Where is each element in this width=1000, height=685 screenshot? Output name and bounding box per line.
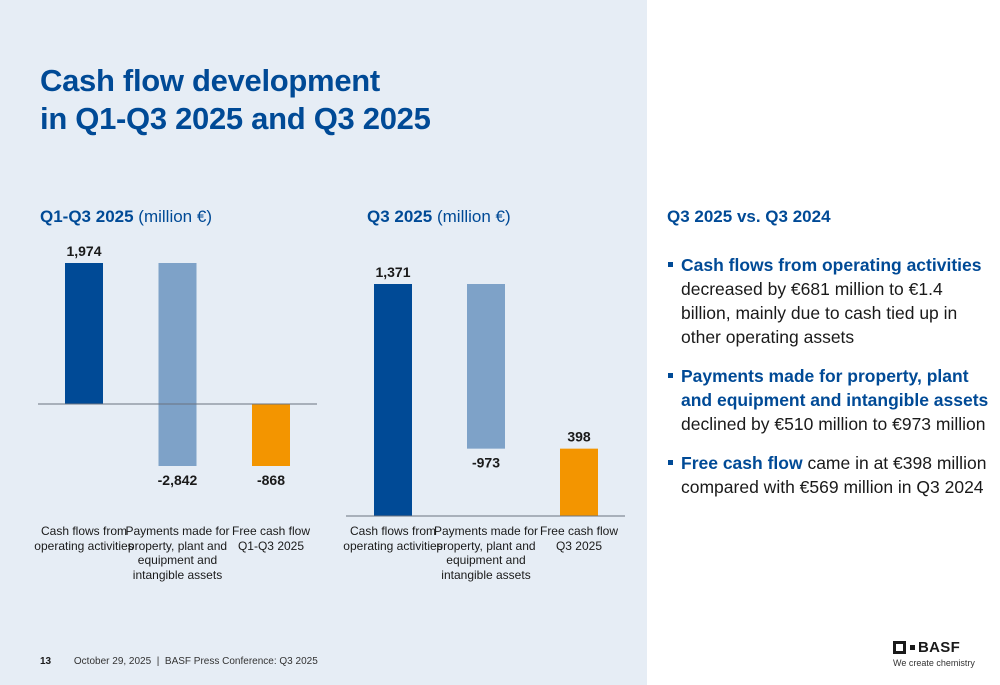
bullet-text: came in at €398 million compared with €5… [681,453,987,497]
chart1-category-label-1: Cash flows from operating activities [29,524,139,553]
chart2-title-unit: (million €) [436,207,511,226]
bullet-highlight: Payments made for property, plant and eq… [681,366,989,410]
bullet-highlight: Free cash flow [681,453,803,473]
category-label-line: Free cash flow [539,524,619,538]
title-line-2: in Q1-Q3 2025 and Q3 2025 [40,101,431,136]
category-label-line: intangible assets [132,567,223,582]
category-label-line: intangible assets [441,567,531,582]
title-line-1: Cash flow development [40,63,380,98]
chart2-group: 1,371 -973 398 [346,264,625,517]
bullet-free-cash-flow: Free cash flow came in at €398 million c… [667,451,997,499]
category-label-line: operating activities [343,538,443,553]
category-label-line: property, plant and [127,538,228,553]
chart2-data-label-2: -973 [472,455,500,471]
chart2-bar-3 [560,448,598,516]
charts-svg: 1,974 -2,842 -868 1,371 -973 398 [38,243,625,517]
category-label-line: Q3 2025 [555,538,603,553]
category-label-line: equipment and [446,553,526,567]
bullet-text: declined by €510 million to €973 million [681,414,986,434]
chart1-data-label-1: 1,974 [66,243,101,259]
page-number: 13 [40,656,52,667]
chart1-category-label-3: Free cash flow Q1-Q3 2025 [216,524,326,553]
chart1-bar-1 [65,263,103,404]
chart2-category-label-1: Cash flows from operating activities [338,524,448,553]
bullet-text: decreased by €681 million to €1.4 billio… [681,279,958,347]
commentary-heading: Q3 2025 vs. Q3 2024 [667,207,831,226]
bullet-operating-cash-flow: Cash flows from operating activities dec… [667,253,997,349]
bullet-square-icon [668,373,673,378]
basf-logo: BASF We create chemistry [893,639,975,668]
category-label-line: property, plant and [436,538,536,553]
chart1-group: 1,974 -2,842 -868 [38,243,317,488]
category-label-line: Cash flows from [40,524,128,538]
logo-dot-icon [910,645,915,650]
slide-title: Cash flow development in Q1-Q3 2025 and … [40,62,431,138]
category-label-line: Payments made for [125,524,230,538]
category-label-line: Q1-Q3 2025 [237,538,305,553]
commentary-bullets: Cash flows from operating activities dec… [667,253,997,514]
chart2-bar-2 [467,284,505,449]
bullet-square-icon [668,262,673,267]
category-label-line: Free cash flow [231,524,311,538]
chart2-category-label-3: Free cash flow Q3 2025 [524,524,634,553]
logo-square-icon [893,641,906,654]
logo-mark: BASF [893,639,975,656]
chart2-data-label-1: 1,371 [375,264,410,280]
chart2-title-period: Q3 2025 [367,207,433,226]
chart1-category-label-2: Payments made for property, plant and equi… [123,524,233,582]
chart2-data-label-3: 398 [567,429,591,445]
chart1-title-unit: (million €) [138,207,212,226]
logo-text: BASF [918,639,961,656]
category-label-line: Cash flows from [349,524,437,538]
chart1-data-label-3: -868 [257,472,285,488]
chart2-category-label-2: Payments made for property, plant and equi… [431,524,541,582]
chart1-data-label-2: -2,842 [158,472,198,488]
chart-panel-background [0,0,647,685]
category-label-line: equipment and [137,553,218,567]
category-label-line: Payments made for [433,524,539,538]
logo-tagline: We create chemistry [893,658,975,668]
category-label-line: operating activities [34,538,134,553]
chart2-title: Q3 2025 (million €) [367,207,511,227]
chart2-bar-1 [374,284,412,516]
bullet-square-icon [668,460,673,465]
footer-text: October 29, 2025 | BASF Press Conference… [73,656,318,667]
bullet-highlight: Cash flows from operating activities [681,255,982,275]
chart1-title: Q1-Q3 2025 (million €) [40,207,212,227]
chart1-bar-2 [158,263,197,466]
bullet-capex-payments: Payments made for property, plant and eq… [667,364,997,436]
footer: 13 October 29, 2025 | BASF Press Confere… [40,656,318,667]
chart1-bar-3 [252,404,290,466]
chart1-title-period: Q1-Q3 2025 [40,207,134,226]
